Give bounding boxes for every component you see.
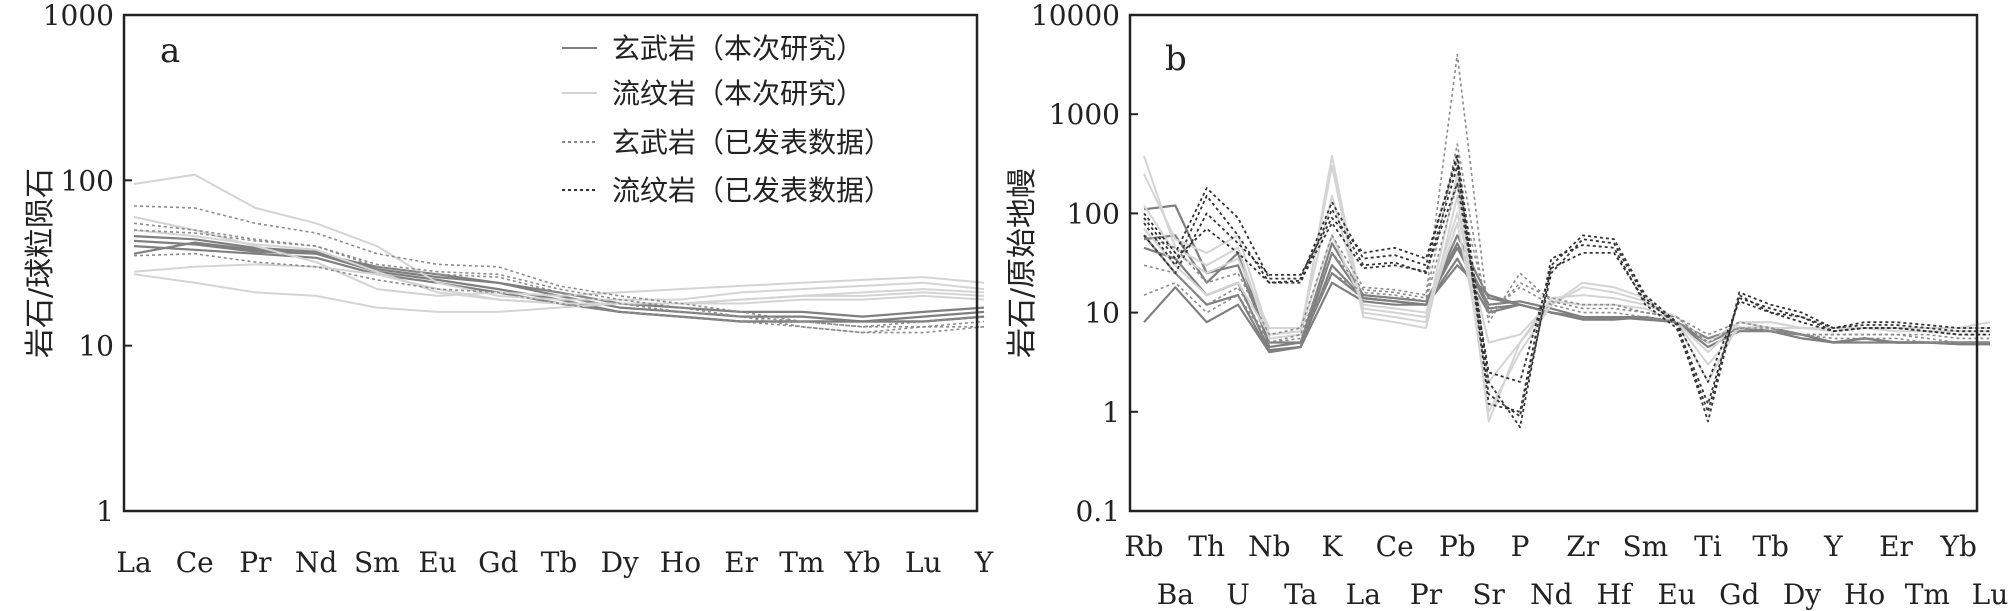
series-line-basalt-published: [1143, 53, 1990, 340]
x-tick-label: Ho: [660, 546, 701, 579]
series-line-rhyolite-this-study: [1143, 194, 1990, 383]
x-tick-label: Pr: [1410, 578, 1443, 611]
series-line-basalt-published: [133, 205, 985, 328]
series-line-rhyolite-this-study: [133, 263, 985, 305]
series-line-rhyolite-published: [1143, 158, 1990, 413]
x-tick-label: Ce: [176, 546, 214, 579]
x-tick-label: Gd: [1719, 578, 1759, 611]
x-tick-label: Hf: [1597, 578, 1634, 611]
panel-a-plot-frame: [122, 13, 979, 513]
panel-a-label: a: [160, 31, 180, 71]
legend: 玄武岩（本次研究） 流纹岩（本次研究） 玄武岩（已发表数据） 流纹岩（已发表数据…: [562, 32, 892, 207]
series-line-rhyolite-published: [1143, 152, 1990, 429]
x-tick-label: Zr: [1566, 530, 1599, 563]
x-tick-label: Nd: [1530, 578, 1573, 611]
series-line-rhyolite-this-study: [133, 273, 985, 313]
y-tick-label: 1: [1102, 396, 1120, 429]
x-tick-label: Ti: [1694, 530, 1722, 563]
x-tick-label: Sr: [1472, 578, 1505, 611]
x-tick-label: Er: [1879, 530, 1913, 563]
panel-a-x-tick-labels: La Ce Pr Nd Sm Eu Gd Tb Dy Ho Er Tm Yb Lu Y: [116, 546, 993, 579]
x-tick-label: Dy: [1783, 578, 1821, 611]
x-tick-label: Ba: [1157, 578, 1194, 611]
y-tick-label: 100: [61, 164, 114, 197]
y-tick-label: 10: [1084, 297, 1120, 330]
panel-b-label: b: [1165, 39, 1187, 79]
x-tick-label: Eu: [418, 546, 456, 579]
panel-b-series: [1143, 53, 1991, 429]
x-tick-label: P: [1511, 530, 1530, 563]
x-tick-label: Er: [724, 546, 758, 579]
x-tick-label: Tm: [779, 546, 824, 579]
series-line-rhyolite-this-study: [133, 173, 985, 301]
y-tick-label: 10: [78, 330, 114, 363]
x-tick-label: Ce: [1376, 530, 1414, 563]
legend-label-basalt-published: 玄武岩（已发表数据）: [612, 126, 892, 159]
legend-label-rhyolite-this-study: 流纹岩（本次研究）: [612, 77, 864, 110]
x-tick-label: Ta: [1284, 578, 1317, 611]
panel-b-plot-frame: [1128, 13, 1979, 513]
x-tick-label: Y: [1823, 530, 1843, 563]
x-tick-label: Lu: [905, 546, 942, 579]
x-tick-label: U: [1226, 578, 1250, 611]
series-line-basalt-published: [133, 252, 985, 334]
x-tick-label: Tm: [1905, 578, 1950, 611]
series-line-rhyolite-published: [1143, 165, 1990, 418]
x-tick-label: Sm: [354, 546, 400, 579]
series-line-rhyolite-this-study: [1143, 165, 1990, 413]
x-tick-label: Eu: [1657, 578, 1695, 611]
series-line-basalt-this-study: [133, 239, 985, 323]
x-tick-label: K: [1322, 530, 1344, 563]
series-line-basalt-this-study: [133, 245, 985, 323]
series-line-rhyolite-published: [1143, 182, 1990, 383]
x-tick-label: Nb: [1248, 530, 1290, 563]
series-line-rhyolite-this-study: [133, 216, 985, 297]
series-line-basalt-published: [1143, 182, 1990, 344]
x-tick-label: Nd: [295, 546, 338, 579]
panel-a-y-axis-label: 岩石/球粒陨石: [23, 168, 58, 358]
x-tick-label: Pr: [239, 546, 272, 579]
legend-label-basalt-this-study: 玄武岩（本次研究）: [612, 32, 864, 65]
y-tick-label: 1: [96, 495, 114, 528]
legend-label-rhyolite-published: 流纹岩（已发表数据）: [612, 174, 892, 207]
panel-b-y-axis-label: 岩石/原始地幔: [1005, 168, 1040, 358]
series-line-basalt-published: [1143, 143, 1990, 344]
y-tick-label: 1000: [43, 0, 114, 32]
panel-a-y-ticks: 1 10 100 1000: [43, 0, 132, 528]
y-tick-label: 10000: [1031, 0, 1120, 32]
y-tick-label: 100: [1067, 197, 1120, 230]
x-tick-label: Ho: [1844, 578, 1885, 611]
panel-a-series: [133, 173, 985, 334]
x-tick-label: Tb: [541, 546, 578, 579]
x-tick-label: Yb: [1939, 530, 1976, 563]
x-tick-label: La: [1346, 578, 1381, 611]
y-tick-label: 1000: [1049, 98, 1120, 131]
y-tick-label: 0.1: [1075, 495, 1120, 528]
x-tick-label: Lu: [1972, 578, 2008, 611]
x-tick-label: Th: [1188, 530, 1225, 563]
panel-a: 1 10 100 1000 La Ce Pr Nd Sm Eu Gd Tb Dy Ho Er Tm Yb Lu Y…: [23, 0, 994, 579]
series-line-rhyolite-this-study: [1143, 212, 1990, 354]
series-line-basalt-this-study: [1143, 204, 1990, 344]
x-tick-label: La: [116, 546, 151, 579]
x-tick-label: Tb: [1752, 530, 1789, 563]
x-tick-label: Dy: [601, 546, 639, 579]
x-tick-label: Gd: [478, 546, 518, 579]
x-tick-label: Pb: [1439, 530, 1476, 563]
series-line-basalt-published: [133, 222, 985, 328]
series-line-rhyolite-this-study: [1143, 154, 1991, 423]
x-tick-label: Yb: [843, 546, 880, 579]
x-tick-label: Y: [974, 546, 994, 579]
x-tick-label: Sm: [1622, 530, 1668, 563]
panel-b-y-ticks: 0.1 1 10 100 1000 10000: [1031, 0, 1138, 528]
x-tick-label: Rb: [1124, 530, 1163, 563]
series-line-basalt-this-study: [133, 235, 985, 323]
